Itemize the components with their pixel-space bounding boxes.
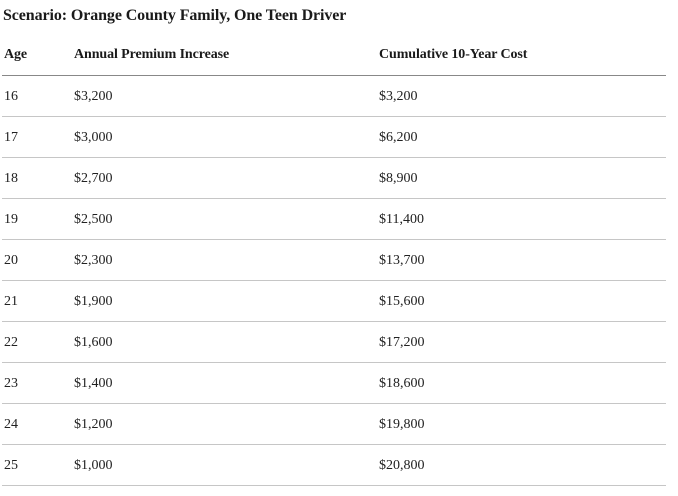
table-row: 17 $3,000 $6,200 xyxy=(2,116,666,158)
column-header-cumulative-10-year-cost: Cumulative 10-Year Cost xyxy=(379,26,666,76)
cell-age: 19 xyxy=(2,198,74,240)
cell-annual-premium-increase: $2,500 xyxy=(74,198,379,240)
cell-cumulative-10-year-cost: $15,600 xyxy=(379,280,666,322)
cell-cumulative-10-year-cost: $6,200 xyxy=(379,116,666,158)
cell-age: 23 xyxy=(2,362,74,404)
table-body: 16 $3,200 $3,200 17 $3,000 $6,200 18 $2,700 $8,9… xyxy=(2,75,666,486)
column-header-age: Age xyxy=(2,26,74,76)
cell-cumulative-10-year-cost: $8,900 xyxy=(379,157,666,199)
cell-annual-premium-increase: $1,200 xyxy=(74,403,379,445)
cell-age: 18 xyxy=(2,157,74,199)
cell-annual-premium-increase: $3,200 xyxy=(74,75,379,117)
table-row: 18 $2,700 $8,900 xyxy=(2,157,666,199)
cell-annual-premium-increase: $1,900 xyxy=(74,280,379,322)
cell-cumulative-10-year-cost: $13,700 xyxy=(379,239,666,281)
table-row: 23 $1,400 $18,600 xyxy=(2,362,666,404)
cell-annual-premium-increase: $1,000 xyxy=(74,444,379,486)
table-row: 24 $1,200 $19,800 xyxy=(2,403,666,445)
cell-annual-premium-increase: $2,300 xyxy=(74,239,379,281)
cell-cumulative-10-year-cost: $18,600 xyxy=(379,362,666,404)
cell-age: 17 xyxy=(2,116,74,158)
table-header: Age Annual Premium Increase Cumulative 1… xyxy=(2,26,666,76)
cell-age: 21 xyxy=(2,280,74,322)
cell-age: 22 xyxy=(2,321,74,363)
cell-cumulative-10-year-cost: $20,800 xyxy=(379,444,666,486)
header-row: Age Annual Premium Increase Cumulative 1… xyxy=(2,26,666,76)
cell-age: 16 xyxy=(2,75,74,117)
cell-cumulative-10-year-cost: $17,200 xyxy=(379,321,666,363)
column-header-annual-premium-increase: Annual Premium Increase xyxy=(74,26,379,76)
cell-annual-premium-increase: $1,600 xyxy=(74,321,379,363)
cell-cumulative-10-year-cost: $19,800 xyxy=(379,403,666,445)
table-row: 20 $2,300 $13,700 xyxy=(2,239,666,281)
table-row: 16 $3,200 $3,200 xyxy=(2,75,666,117)
table-row: 21 $1,900 $15,600 xyxy=(2,280,666,322)
table-row: 19 $2,500 $11,400 xyxy=(2,198,666,240)
cell-annual-premium-increase: $2,700 xyxy=(74,157,379,199)
table-row: 22 $1,600 $17,200 xyxy=(2,321,666,363)
cell-age: 25 xyxy=(2,444,74,486)
scenario-table: Age Annual Premium Increase Cumulative 1… xyxy=(2,26,666,486)
table-row: 25 $1,000 $20,800 xyxy=(2,444,666,486)
cell-cumulative-10-year-cost: $11,400 xyxy=(379,198,666,240)
cell-age: 20 xyxy=(2,239,74,281)
cell-annual-premium-increase: $1,400 xyxy=(74,362,379,404)
cell-age: 24 xyxy=(2,403,74,445)
cell-cumulative-10-year-cost: $3,200 xyxy=(379,75,666,117)
cell-annual-premium-increase: $3,000 xyxy=(74,116,379,158)
scenario-title: Scenario: Orange County Family, One Teen… xyxy=(3,7,347,24)
